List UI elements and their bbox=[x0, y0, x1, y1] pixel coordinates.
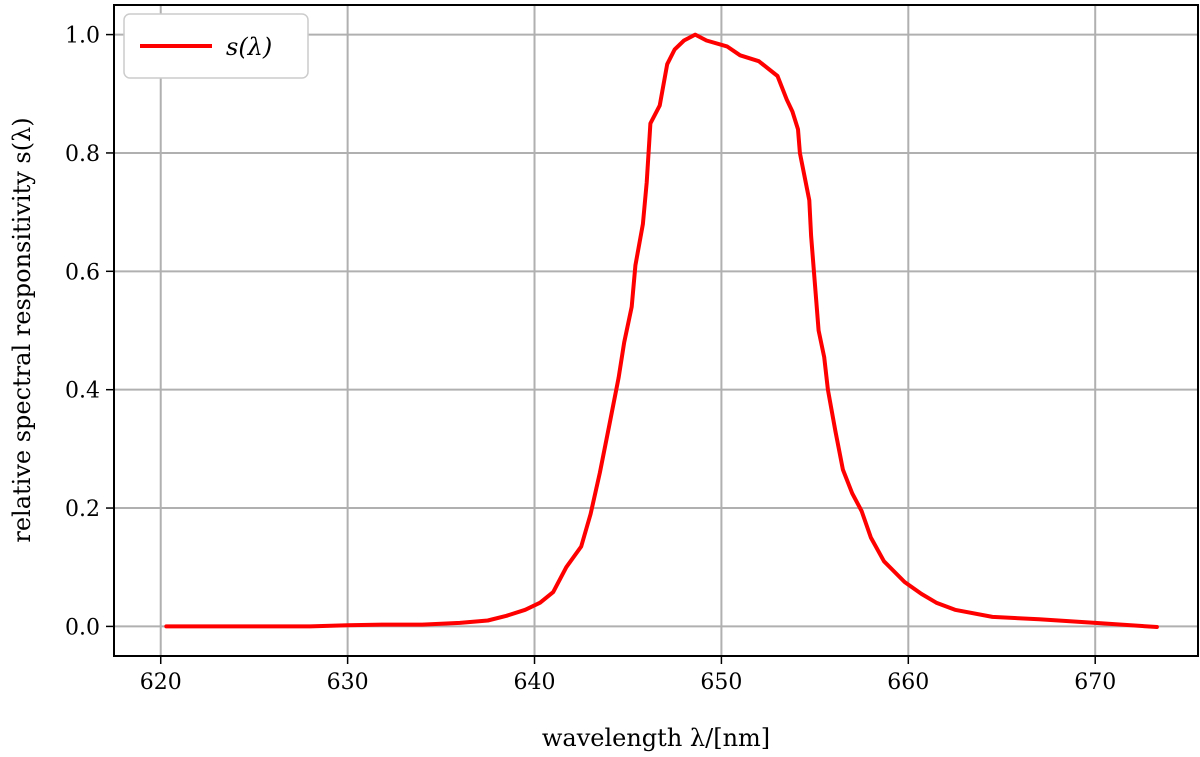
x-tick-label: 630 bbox=[327, 670, 369, 695]
x-tick-label: 620 bbox=[140, 670, 182, 695]
y-tick-label: 0.8 bbox=[65, 142, 100, 167]
y-tick-label: 0.4 bbox=[65, 379, 100, 404]
y-tick-label: 0.0 bbox=[65, 615, 100, 640]
plot-background bbox=[114, 5, 1198, 656]
legend-box bbox=[123, 13, 309, 79]
y-axis-label: relative spectral responsitivity s(λ) bbox=[8, 117, 36, 542]
legend: s(λ) bbox=[123, 13, 309, 79]
series-layer bbox=[164, 32, 1159, 629]
x-tick-label: 640 bbox=[514, 670, 556, 695]
x-tick-label: 660 bbox=[887, 670, 929, 695]
y-tick-label: 0.6 bbox=[65, 260, 100, 285]
plot-frame bbox=[113, 4, 1199, 657]
y-tick-label: 0.2 bbox=[65, 497, 100, 522]
y-tick-label: 1.0 bbox=[65, 24, 100, 49]
x-axis-label: wavelength λ/[nm] bbox=[542, 724, 770, 752]
ticks bbox=[106, 33, 1096, 664]
x-tick-label: 650 bbox=[700, 670, 742, 695]
legend-label: s(λ) bbox=[226, 33, 272, 61]
x-tick-label: 670 bbox=[1074, 670, 1116, 695]
tick-labels: 620 630 640 650 660 670 0.0 0.2 0.4 0.6 0.8 1.0 bbox=[65, 24, 1116, 695]
